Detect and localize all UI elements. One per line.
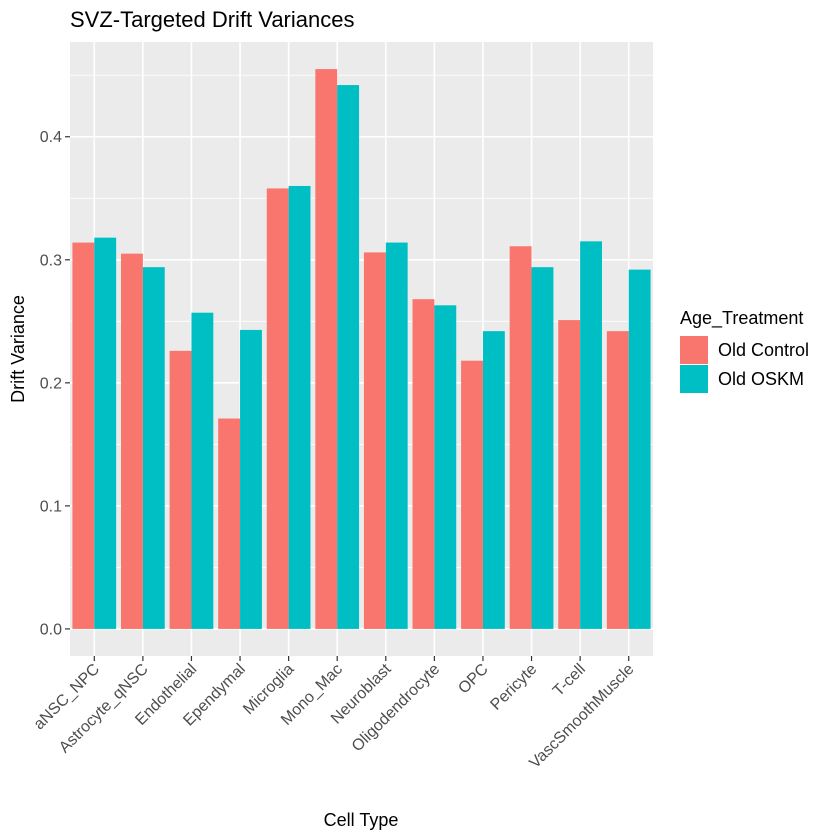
bar-old-oskm-oligodendrocyte: [434, 305, 457, 629]
y-tick-label: 0.2: [40, 375, 62, 392]
legend-label: Old OSKM: [718, 369, 804, 389]
bar-old-control-astrocyte-qnsc: [121, 253, 143, 629]
bar-old-oskm-astrocyte-qnsc: [142, 267, 165, 629]
bar-old-control-endothelial: [169, 350, 192, 629]
x-tick-label: T-cell: [550, 661, 589, 700]
bar-old-control-vascsmoothmuscle: [606, 331, 629, 629]
y-tick-label: 0.1: [40, 498, 62, 515]
x-axis: aNSC_NPCAstrocyte_qNSCEndothelialEpendym…: [31, 656, 638, 772]
bar-old-control-ansc-npc: [72, 242, 95, 629]
y-tick-label: 0.4: [40, 129, 62, 146]
grid-minor: [70, 74, 653, 568]
legend-title: Age_Treatment: [680, 308, 803, 329]
x-tick-label: Pericyte: [487, 661, 540, 714]
bar-old-oskm-ependymal: [240, 329, 262, 629]
bar-old-oskm-mono-mac: [337, 85, 360, 629]
x-tick-label: Astrocyte_qNSC: [56, 661, 152, 757]
bar-old-control-oligodendrocyte: [412, 299, 435, 629]
bar-old-oskm-pericyte: [531, 267, 554, 629]
legend-items: Old Control Old OSKM: [680, 336, 809, 393]
legend: Age_Treatment Old Control Old OSKM: [680, 308, 809, 393]
x-axis-title: Cell Type: [324, 810, 399, 830]
x-tick-label: Oligodendrocyte: [349, 661, 443, 755]
bar-old-control-neuroblast: [363, 252, 386, 629]
bar-old-oskm-ansc-npc: [94, 237, 117, 629]
bar-old-control-ependymal: [218, 418, 241, 629]
y-axis-title: Drift Variance: [8, 295, 28, 403]
legend-label: Old Control: [718, 340, 809, 360]
bar-old-oskm-neuroblast: [385, 242, 408, 629]
bar-old-oskm-endothelial: [191, 312, 214, 629]
y-axis: 0.0 0.1 0.2 0.3 0.4: [40, 129, 70, 638]
x-tick-label: OPC: [455, 661, 492, 698]
bar-old-oskm-microglia: [288, 185, 311, 629]
bar-old-control-pericyte: [509, 246, 532, 629]
bar-old-control-opc: [461, 360, 483, 629]
chart-title: SVZ-Targeted Drift Variances: [70, 7, 354, 32]
legend-key: [680, 365, 708, 393]
bar-old-oskm-vascsmoothmuscle: [628, 269, 651, 629]
y-tick-label: 0.3: [40, 252, 62, 269]
legend-key: [680, 336, 708, 364]
bars: [72, 69, 651, 629]
bar-old-control-mono-mac: [315, 69, 338, 629]
bar-old-control-t-cell: [558, 320, 581, 629]
bar-old-oskm-t-cell: [580, 241, 602, 629]
y-tick-label: 0.0: [40, 621, 62, 638]
bar-old-oskm-opc: [482, 331, 505, 629]
bar-old-control-microglia: [266, 188, 289, 629]
plot-panel: [70, 42, 653, 656]
